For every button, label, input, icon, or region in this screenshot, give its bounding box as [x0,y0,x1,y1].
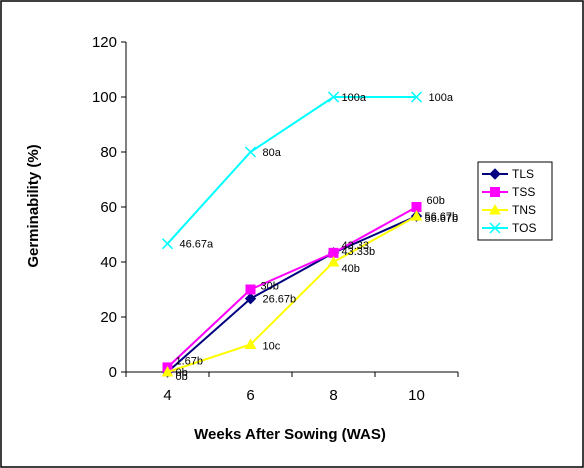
legend-label-tls: TLS [512,167,534,181]
data-label-tls: 0b [176,367,188,379]
y-tick-label: 60 [100,199,117,216]
data-point-tos [161,238,174,250]
series-line-tns [167,215,417,373]
data-label-tos: 80a [263,147,282,159]
y-axis-title: Germinability (%) [25,144,42,267]
data-point-tos [244,146,257,158]
data-point-tos [410,91,423,103]
data-label-tss: 43.33 [342,240,370,252]
x-tick-label: 10 [408,387,425,404]
data-labels: 0b 26.67b 43.33b 56.67b 1.67b 30b 43.33 60b 0b 10… [176,92,459,383]
legend-marker-tns [489,203,501,215]
x-tick-label: 4 [163,387,171,404]
data-label-tos: 100a [342,92,367,104]
data-label-tls: 43.33b [342,246,376,258]
data-label-tns: 0b [176,371,188,383]
data-point-tns [244,338,257,349]
y-tick-label: 40 [100,254,117,271]
legend-marker-tos [489,222,501,234]
data-label-tns: 10c [263,341,281,353]
data-point-tns [410,210,423,221]
data-label-tls: 26.67b [263,294,297,306]
data-label-tls: 56.67b [425,211,459,223]
data-label-tss: 30b [261,281,279,293]
data-label-tns: 56.67b [425,213,459,225]
series-line-tss [166,206,417,369]
series-line-tls [166,215,417,373]
x-tick-label: 8 [329,387,337,404]
data-label-tos: 46.67a [180,239,215,251]
legend-marker-tss [490,187,500,197]
data-point-tns [327,255,340,267]
data-label-tos: 100a [429,92,454,104]
y-tick-label: 100 [92,89,117,106]
data-point-tls [244,292,257,305]
x-tick-label: 6 [246,387,254,404]
x-axis-title: Weeks After Sowing (WAS) [194,426,386,443]
plot-area: 0 20 40 60 80 100 120 4 6 8 10 [92,34,459,404]
data-point-tos [327,91,340,103]
legend-label-tos: TOS [512,221,536,235]
legend: TLS TSS TNS TOS [477,161,553,241]
legend-label-tns: TNS [512,203,536,217]
data-label-tss: 1.67b [176,355,204,367]
data-point-tns [161,365,174,377]
y-tick-label: 20 [100,309,117,326]
data-point-tss [245,284,256,295]
y-tick-label: 80 [100,144,117,161]
data-label-tss: 60b [427,195,445,207]
legend-marker-tls [489,168,501,180]
y-tick-label: 0 [109,364,117,381]
data-label-tns: 40b [342,263,360,275]
y-tick-label: 120 [92,34,117,51]
legend-label-tss: TSS [512,185,535,199]
series-line-tos [166,96,417,245]
